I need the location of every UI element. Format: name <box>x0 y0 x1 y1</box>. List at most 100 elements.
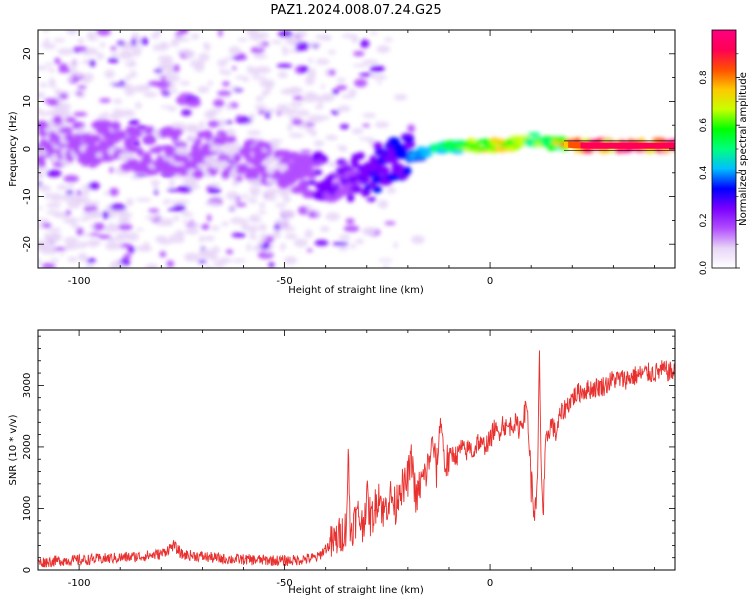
heatmap-noise-blob <box>338 234 351 241</box>
heatmap-noise-blob <box>39 242 56 252</box>
heatmap-noise-blob <box>153 189 159 195</box>
heatmap-ridge-blob <box>490 137 498 142</box>
heatmap-noise-blob <box>210 225 220 231</box>
heatmap-noise-blob <box>189 127 195 133</box>
heatmap-band-cell <box>664 142 668 149</box>
heatmap-noise-blob <box>224 141 240 147</box>
y-tick-label: 0 <box>22 146 33 152</box>
heatmap-noise-blob <box>279 208 285 214</box>
heatmap-band-cell <box>564 141 567 148</box>
heatmap-noise-blob <box>230 203 236 210</box>
heatmap-noise-blob <box>131 37 137 47</box>
heatmap-noise-blob <box>261 89 268 98</box>
heatmap-noise-blob <box>63 175 79 183</box>
heatmap-noise-blob <box>336 77 346 83</box>
heatmap-ridge-blob <box>112 136 121 143</box>
heatmap-ridge-blob <box>372 185 383 194</box>
heatmap-noise-blob <box>276 105 285 114</box>
heatmap-noise-blob <box>325 212 340 221</box>
heatmap-ridge-blob <box>65 117 77 123</box>
heatmap-noise-blob <box>411 235 425 245</box>
heatmap-noise-blob <box>38 206 43 210</box>
heatmap-noise-blob <box>362 59 379 65</box>
heatmap-noise-blob <box>231 258 247 263</box>
heatmap-ridge-blob <box>201 147 213 157</box>
heatmap-ridge-blob <box>177 165 186 172</box>
heatmap-ridge-blob <box>357 164 365 173</box>
heatmap-noise-blob <box>264 82 274 90</box>
heatmap-ridge-blob <box>403 141 416 149</box>
heatmap-noise-blob <box>45 62 54 66</box>
heatmap-noise-blob <box>189 222 200 227</box>
heatmap-ridge-blob <box>394 150 408 160</box>
heatmap-noise-blob <box>126 232 139 242</box>
heatmap-noise-blob <box>41 250 58 255</box>
heatmap-noise-blob <box>76 91 83 96</box>
heatmap-ridge-blob <box>120 162 133 172</box>
heatmap-ridge-blob <box>307 169 315 178</box>
heatmap-noise-blob <box>68 183 74 189</box>
heatmap-noise-blob <box>163 62 174 69</box>
heatmap-noise-blob <box>204 235 216 242</box>
heatmap-noise-blob <box>77 85 87 90</box>
heatmap-band-cell <box>638 142 641 149</box>
heatmap-noise-blob <box>116 235 124 242</box>
heatmap-noise-blob <box>251 76 267 80</box>
heatmap-noise-blob <box>335 84 348 91</box>
heatmap-noise-blob <box>198 250 213 259</box>
colorbar-ticks: 0.0 0.2 0.4 0.6 0.8 <box>699 53 740 276</box>
heatmap-ridge-blob <box>436 145 448 150</box>
heatmap-noise-blob <box>159 251 167 258</box>
heatmap-noise-blob <box>134 102 142 109</box>
colorbar-tick-label: 0.0 <box>699 261 709 276</box>
heatmap-noise-blob <box>282 210 296 219</box>
heatmap-band-cell <box>627 142 631 149</box>
heatmap-noise-blob <box>268 262 275 268</box>
heatmap-noise-blob <box>151 47 168 51</box>
heatmap-noise-blob <box>89 224 96 229</box>
heatmap-noise-blob <box>249 185 261 194</box>
heatmap-band-cell <box>601 142 604 149</box>
heatmap-noise-blob <box>384 37 394 42</box>
heatmap-noise-blob <box>105 241 120 251</box>
heatmap-noise-blob <box>104 69 115 79</box>
heatmap-noise-blob <box>169 234 177 240</box>
heatmap-noise-blob <box>251 198 258 204</box>
heatmap-noise-blob <box>315 210 320 216</box>
heatmap-noise-blob <box>362 123 371 128</box>
heatmap-ridge-blob <box>377 165 390 175</box>
x-tick-label: 0 <box>487 276 493 287</box>
heatmap-ridge-blob <box>356 152 365 160</box>
heatmap-ridge-blob <box>273 169 280 179</box>
heatmap-band-cell <box>576 142 579 149</box>
heatmap-noise-blob <box>246 243 251 252</box>
heatmap-noise-blob <box>165 71 171 78</box>
heatmap-noise-blob <box>377 258 393 262</box>
heatmap-ridge-blob <box>466 138 476 143</box>
figure-title: PAZ1.2024.008.07.24.G25 <box>270 3 441 18</box>
heatmap-noise-blob <box>315 34 332 40</box>
heatmap-band-cell <box>603 142 606 149</box>
heatmap-noise-blob <box>63 217 79 224</box>
heatmap-ridge-blob <box>194 138 202 145</box>
heatmap-noise-blob <box>57 103 72 110</box>
heatmap-noise-blob <box>258 239 264 246</box>
heatmap-noise-blob <box>50 227 61 232</box>
heatmap-noise-blob <box>102 210 110 220</box>
heatmap-band-cell <box>570 142 573 148</box>
heatmap-noise-blob <box>204 265 213 268</box>
heatmap-noise-blob <box>111 52 119 57</box>
heatmap-noise-blob <box>305 122 316 127</box>
heatmap-band-cell <box>566 141 569 148</box>
heatmap-noise-blob <box>176 96 183 104</box>
heatmap-noise-blob <box>233 88 244 92</box>
heatmap-noise-blob <box>123 253 132 259</box>
heatmap-ridge-blob <box>244 154 253 161</box>
heatmap-noise-blob <box>154 68 163 73</box>
heatmap-noise-blob <box>341 94 355 99</box>
snr-panel: -100 -50 0 0 1000 2000 3000 Height of straigh… <box>8 329 676 596</box>
y-tick-label: 0 <box>22 567 33 573</box>
heatmap-noise-blob <box>277 71 288 79</box>
heatmap-noise-blob <box>118 215 131 224</box>
heatmap-noise-blob <box>229 49 234 54</box>
